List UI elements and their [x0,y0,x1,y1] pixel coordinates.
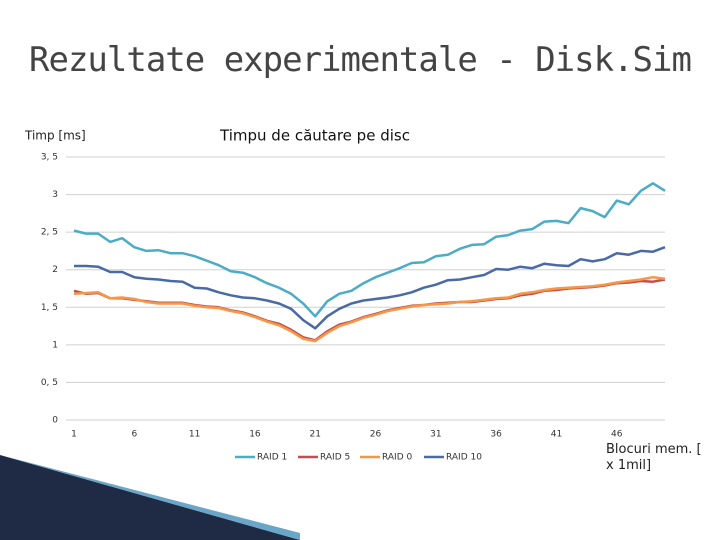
y-tick-label: 2, 5 [41,228,58,238]
y-tick-label: 3, 5 [41,153,58,163]
slide-title: Rezultate experimentale - Disk.Sim [29,40,692,80]
x-tick-label: 1 [71,430,77,440]
x-tick-label: 26 [370,430,382,440]
series-line [73,278,666,342]
y-tick-label: 1 [52,340,58,350]
chart-title: Timpu de căutare pe disc [219,127,410,145]
series-line [73,275,666,343]
x-tick-label: 31 [430,430,441,440]
x-tick-label: 41 [551,430,562,440]
y-tick-label: 1, 5 [41,303,58,313]
decoration [0,455,300,540]
y-tick-label: 3 [52,190,58,200]
y-tick-label: 0, 5 [41,378,58,388]
x-tick-label: 36 [490,430,502,440]
y-axis-label: Timp [ms] [24,129,86,143]
x-tick-label: 11 [189,430,200,440]
legend-label: RAID 10 [446,453,482,463]
series-line [74,246,666,330]
legend-label: RAID 1 [257,453,287,463]
y-tick-label: 0 [52,416,58,426]
x-tick-label: 16 [249,430,261,440]
x-axis-label: Blocuri mem. [ x 1mil] [606,442,702,473]
x-tick-label: 46 [611,430,623,440]
legend-label: RAID 0 [382,453,412,463]
x-tick-label: 21 [309,430,320,440]
y-tick-label: 2 [52,265,58,275]
x-tick-label: 6 [131,430,137,440]
series-line [73,182,666,318]
legend-label: RAID 5 [320,453,350,463]
